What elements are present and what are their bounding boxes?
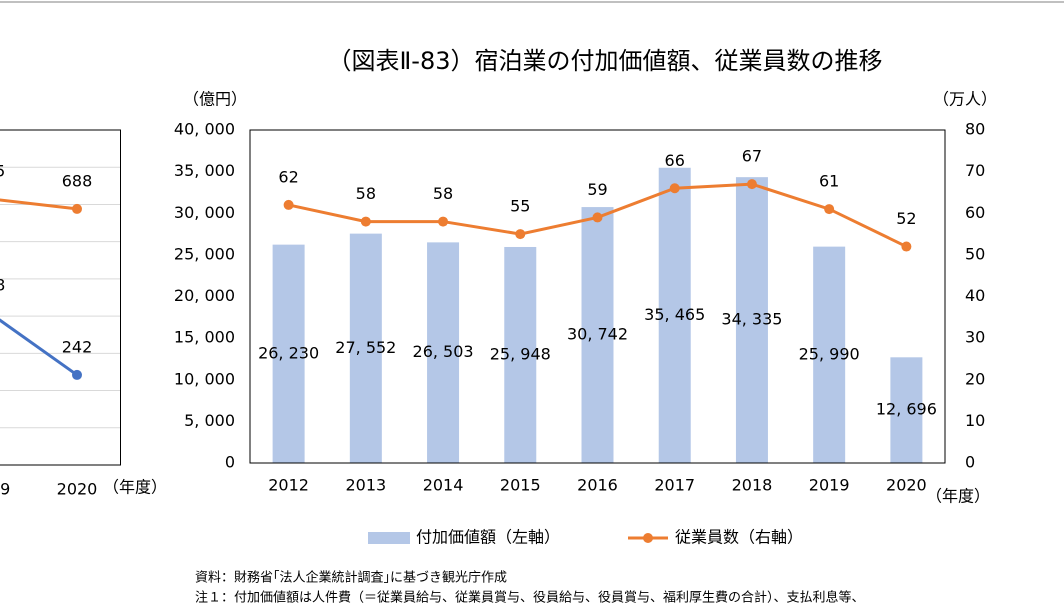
- y2-tick-label: 30: [965, 328, 985, 347]
- marker: [283, 199, 294, 210]
- line: [0, 318, 78, 377]
- y-tick-label: 35, 000: [174, 161, 235, 180]
- y2-tick-label: 10: [965, 411, 985, 430]
- y-tick-label: 15, 000: [174, 328, 235, 347]
- marker: [72, 369, 82, 380]
- bar: [504, 246, 537, 463]
- data-label: 408: [0, 276, 5, 295]
- data-label: 242: [62, 337, 93, 356]
- data-label: 52: [896, 209, 916, 228]
- bar: [813, 246, 846, 463]
- x-tick-label: 2020: [57, 480, 98, 499]
- y-tick-label: 30, 000: [174, 203, 235, 222]
- y-tick-label: 20, 000: [174, 286, 235, 305]
- bar: [427, 242, 460, 463]
- data-label: 67: [742, 147, 762, 166]
- marker: [592, 212, 603, 223]
- plot-frame: [0, 129, 121, 466]
- bar: [349, 233, 382, 463]
- y2-tick-label: 40: [965, 286, 985, 305]
- data-label: 35, 465: [644, 305, 705, 324]
- data-label: 688: [62, 171, 93, 190]
- bar: [581, 207, 614, 463]
- legend-marker: [643, 533, 653, 543]
- x-tick-label: 2016: [577, 476, 618, 495]
- data-label: 59: [587, 180, 607, 199]
- y-tick-label: 5, 000: [184, 411, 235, 430]
- data-label: 61: [819, 172, 839, 191]
- marker: [360, 216, 371, 227]
- plot-frame: [249, 129, 946, 464]
- data-label: 26, 230: [258, 343, 319, 362]
- data-label: 25, 990: [799, 344, 860, 363]
- y2-tick-label: 0: [965, 453, 975, 472]
- marker: [824, 204, 835, 215]
- data-label: 715: [0, 161, 5, 180]
- x-axis-label: （年度）: [103, 478, 167, 497]
- y-axis-label: （億円）: [183, 90, 247, 109]
- y-tick-label: 10, 000: [174, 369, 235, 388]
- y-tick-label: 40, 000: [174, 120, 235, 139]
- bar: [735, 177, 768, 463]
- data-label: 34, 335: [721, 310, 782, 329]
- legend-swatch: [368, 532, 410, 544]
- x-tick-label: 2014: [423, 476, 464, 495]
- bar: [890, 357, 923, 463]
- note: 資料：財務省｢法人企業統計調査｣に基づき観光庁作成: [195, 570, 507, 586]
- marker: [438, 216, 449, 227]
- x-tick-label: 2019: [809, 476, 850, 495]
- marker: [515, 229, 526, 240]
- line: [0, 198, 78, 211]
- y-tick-label: 0: [225, 453, 235, 472]
- y-tick-label: 25, 000: [174, 244, 235, 263]
- chart-title: （図表Ⅱ-83）宿泊業の付加価値額、従業員数の推移: [327, 47, 882, 75]
- data-label: 30, 742: [567, 325, 628, 344]
- y2-tick-label: 60: [965, 203, 985, 222]
- data-label: 27, 552: [335, 338, 396, 357]
- bar: [272, 244, 305, 463]
- data-label: 66: [665, 151, 685, 170]
- marker: [669, 183, 680, 194]
- data-label: 12, 696: [876, 400, 937, 419]
- x-tick-label: 2018: [732, 476, 773, 495]
- y2-tick-label: 80: [965, 120, 985, 139]
- x-axis-label: （年度）: [926, 487, 990, 506]
- note: 注１：付加価値額は人件費（＝従業員給与、従業員賞与、役員給与、役員賞与、福利厚生…: [195, 590, 865, 606]
- x-tick-label: 2017: [654, 476, 695, 495]
- y2-tick-label: 20: [965, 369, 985, 388]
- data-label: 62: [278, 167, 298, 186]
- x-tick-label: 2020: [886, 476, 927, 495]
- marker: [901, 241, 912, 252]
- legend-label: 従業員数（右軸）: [675, 528, 803, 547]
- marker: [746, 179, 757, 190]
- data-label: 58: [356, 184, 376, 203]
- x-tick-label: 2012: [268, 476, 309, 495]
- marker: [72, 203, 82, 214]
- x-tick-label: 2013: [345, 476, 386, 495]
- data-label: 58: [433, 184, 453, 203]
- x-tick-label: 2015: [500, 476, 541, 495]
- y2-tick-label: 70: [965, 161, 985, 180]
- x-tick-label: 2019: [0, 480, 10, 499]
- data-label: 26, 503: [413, 342, 474, 361]
- y2-axis-label: （万人）: [933, 90, 997, 109]
- bar: [658, 167, 691, 463]
- data-label: 55: [510, 197, 530, 216]
- data-label: 25, 948: [490, 344, 551, 363]
- y2-tick-label: 50: [965, 244, 985, 263]
- legend-label: 付加価値額（左軸）: [416, 528, 560, 547]
